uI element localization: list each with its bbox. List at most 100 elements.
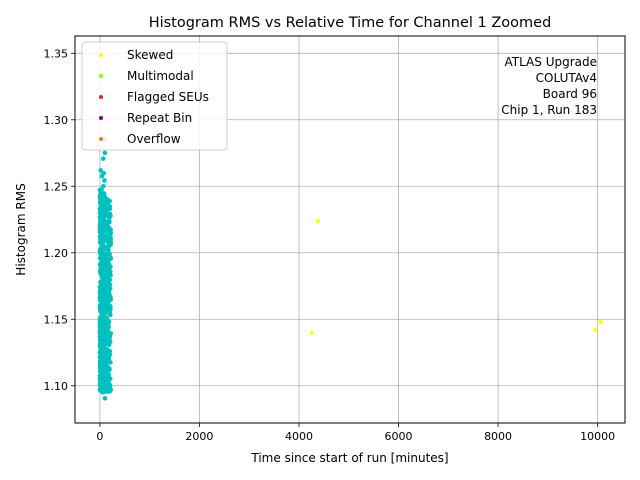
base-point	[98, 225, 103, 231]
base-point	[98, 340, 103, 346]
base-point	[104, 315, 109, 320]
base-point	[97, 319, 103, 325]
x-tick-label: 10000	[580, 430, 615, 443]
base-point	[98, 208, 103, 213]
y-tick-label: 1.20	[44, 247, 69, 260]
base-point	[98, 168, 103, 173]
base-point	[103, 341, 109, 347]
base-point	[97, 354, 103, 360]
base-point	[102, 306, 108, 312]
x-tick-label: 8000	[484, 430, 512, 443]
annotation-line: Board 96	[543, 87, 597, 101]
base-point	[101, 311, 107, 316]
base-point	[101, 352, 107, 358]
base-point	[106, 319, 111, 324]
legend: Skewed Multimodal Flagged SEUs Repeat Bin Ov…	[81, 41, 228, 151]
series-point-skewed	[598, 319, 603, 324]
base-point	[98, 283, 103, 289]
y-tick-label: 1.15	[44, 313, 69, 326]
y-tick-label: 1.10	[44, 380, 69, 393]
base-point	[105, 243, 111, 249]
base-point	[101, 183, 106, 189]
series-points	[309, 218, 603, 335]
legend-marker	[99, 74, 103, 78]
legend-label: Flagged SEUs	[127, 90, 209, 104]
base-point	[107, 204, 113, 209]
base-point	[107, 303, 112, 308]
base-point	[106, 307, 112, 312]
base-point	[99, 357, 105, 363]
base-point	[99, 287, 104, 293]
base-point	[101, 320, 107, 326]
legend-marker	[99, 95, 103, 99]
base-point	[101, 252, 106, 257]
plot-frame	[74, 35, 626, 424]
base-point	[103, 296, 108, 302]
legend-label: Repeat Bin	[127, 111, 192, 125]
base-point	[100, 156, 106, 161]
base-point	[103, 262, 108, 267]
x-tick-label: 6000	[385, 430, 413, 443]
base-point	[107, 251, 112, 257]
series-point-skewed	[309, 330, 314, 335]
y-tick-label: 1.30	[44, 114, 69, 127]
base-point	[99, 215, 104, 221]
y-tick-label: 1.25	[44, 180, 69, 193]
base-point	[97, 268, 103, 274]
annotation-block: ATLAS Upgrade COLUTAv4 Board 96 Chip 1, Run…	[501, 55, 597, 117]
base-point	[100, 390, 106, 395]
base-point	[101, 274, 106, 279]
base-point	[104, 367, 110, 372]
base-point	[104, 292, 109, 298]
legend-marker	[99, 53, 103, 57]
annotation-line: ATLAS Upgrade	[504, 55, 597, 69]
base-point	[106, 336, 112, 342]
base-point	[99, 367, 105, 373]
annotation-line: Chip 1, Run 183	[501, 103, 597, 117]
legend-marker	[99, 137, 103, 141]
base-point	[99, 235, 105, 241]
base-point	[105, 358, 110, 364]
base-point	[99, 383, 105, 388]
x-axis-ticks: 0 2000 4000 6000 8000 10000	[96, 423, 615, 443]
base-point	[104, 219, 110, 225]
base-point	[98, 203, 104, 208]
legend-box	[81, 41, 228, 151]
base-point	[107, 312, 113, 317]
base-point	[108, 387, 114, 392]
legend-label: Skewed	[127, 48, 173, 62]
base-point	[97, 240, 103, 245]
base-point	[105, 289, 110, 294]
base-point	[106, 373, 111, 379]
base-point	[103, 206, 108, 212]
x-tick-label: 2000	[185, 430, 213, 443]
base-point	[105, 239, 110, 245]
base-point	[100, 194, 105, 199]
base-point	[104, 213, 109, 219]
base-point	[105, 248, 111, 253]
base-point	[102, 346, 108, 352]
base-point	[98, 328, 103, 334]
base-point	[97, 304, 103, 310]
series-point-skewed	[315, 218, 320, 223]
base-point	[99, 173, 105, 179]
base-point	[97, 187, 103, 193]
base-point	[107, 352, 112, 358]
chart-title: Histogram RMS vs Relative Time for Chann…	[149, 15, 552, 31]
base-point	[108, 272, 113, 278]
base-point	[98, 314, 104, 320]
y-tick-label: 1.35	[44, 47, 69, 60]
base-point	[102, 178, 107, 183]
x-axis-label: Time since start of run [minutes]	[250, 451, 448, 465]
base-point	[103, 233, 109, 239]
base-point	[102, 150, 108, 156]
base-point	[107, 383, 113, 388]
base-points	[97, 136, 114, 401]
x-tick-label: 4000	[285, 430, 313, 443]
annotation-line: COLUTAv4	[536, 71, 597, 85]
legend-marker	[99, 116, 103, 120]
base-point	[102, 227, 107, 233]
base-point	[97, 376, 103, 382]
y-axis-ticks: 1.10 1.15 1.20 1.25 1.30 1.35	[44, 47, 75, 393]
